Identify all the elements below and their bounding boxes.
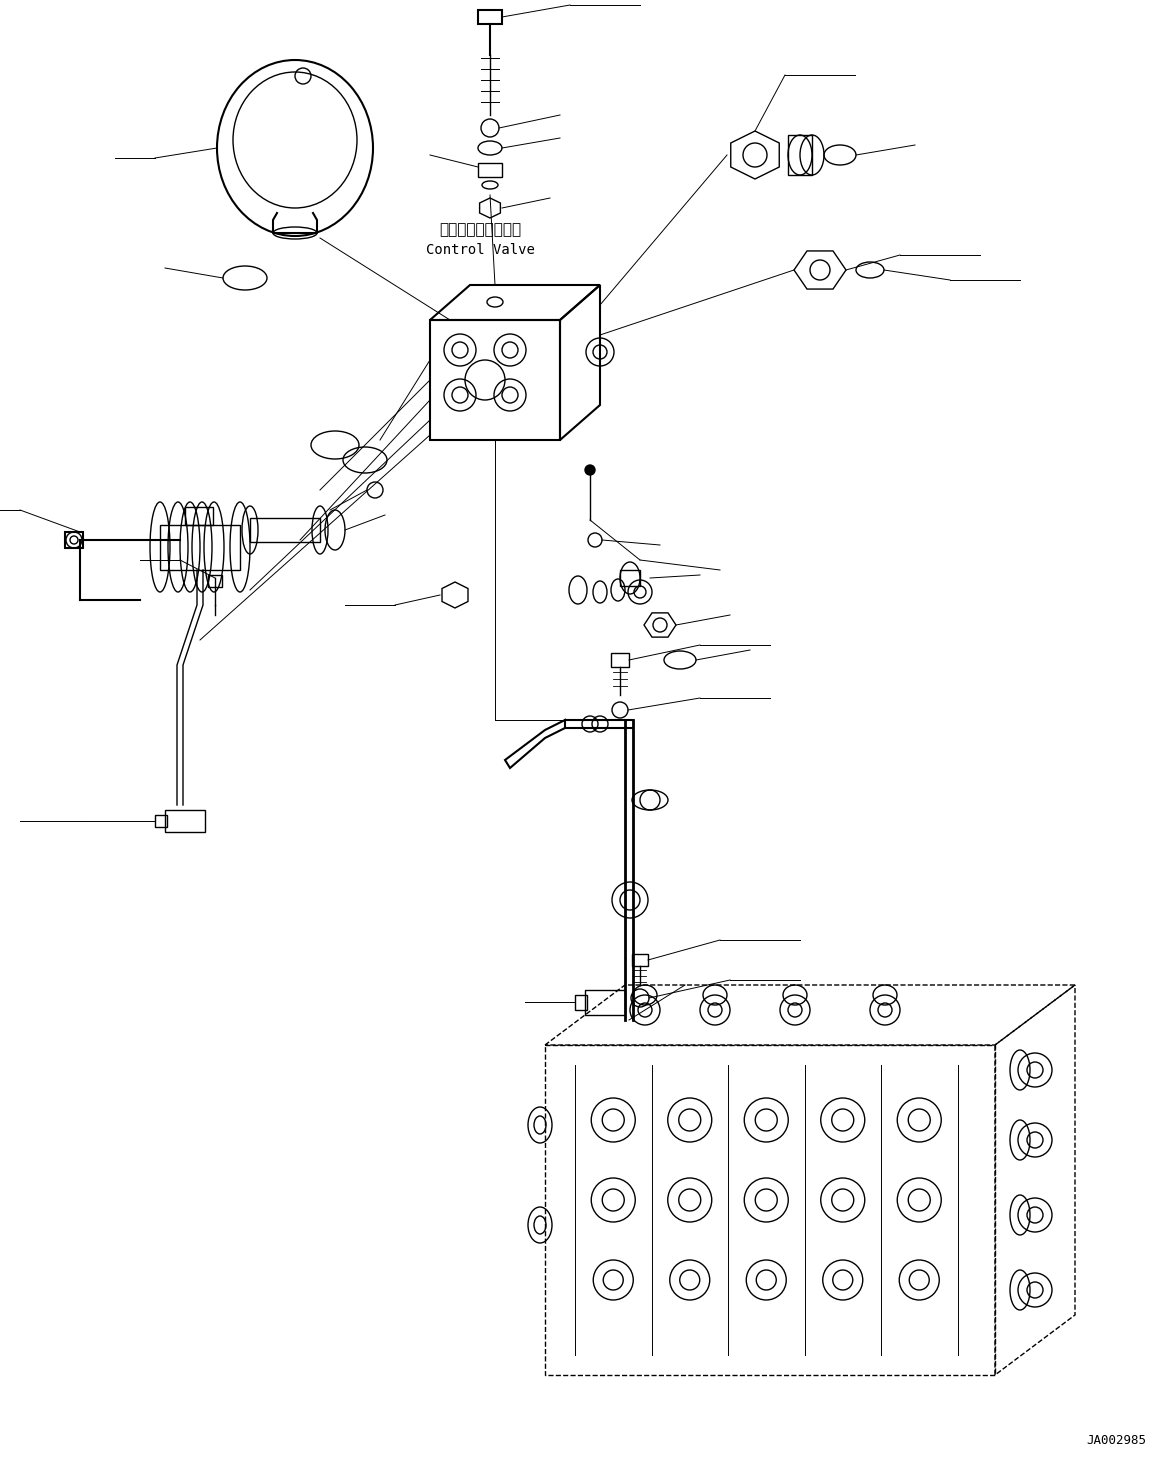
Bar xyxy=(788,135,812,175)
Text: Control Valve: Control Valve xyxy=(426,243,534,257)
Bar xyxy=(632,955,648,966)
Bar xyxy=(65,532,82,548)
Bar xyxy=(620,570,640,586)
Bar xyxy=(611,654,629,667)
Bar xyxy=(185,507,212,525)
Bar xyxy=(545,1045,995,1374)
Bar xyxy=(160,525,240,570)
Bar xyxy=(575,996,587,1010)
Text: コントロールバルブ: コントロールバルブ xyxy=(439,222,521,237)
Bar xyxy=(156,814,167,827)
Bar xyxy=(250,518,320,542)
Bar xyxy=(208,575,222,588)
Bar xyxy=(478,10,502,23)
Bar xyxy=(478,162,502,177)
Bar xyxy=(430,320,560,440)
Text: JA002985: JA002985 xyxy=(1086,1434,1146,1447)
Circle shape xyxy=(585,465,594,475)
Bar xyxy=(165,810,205,832)
Bar xyxy=(585,990,625,1015)
